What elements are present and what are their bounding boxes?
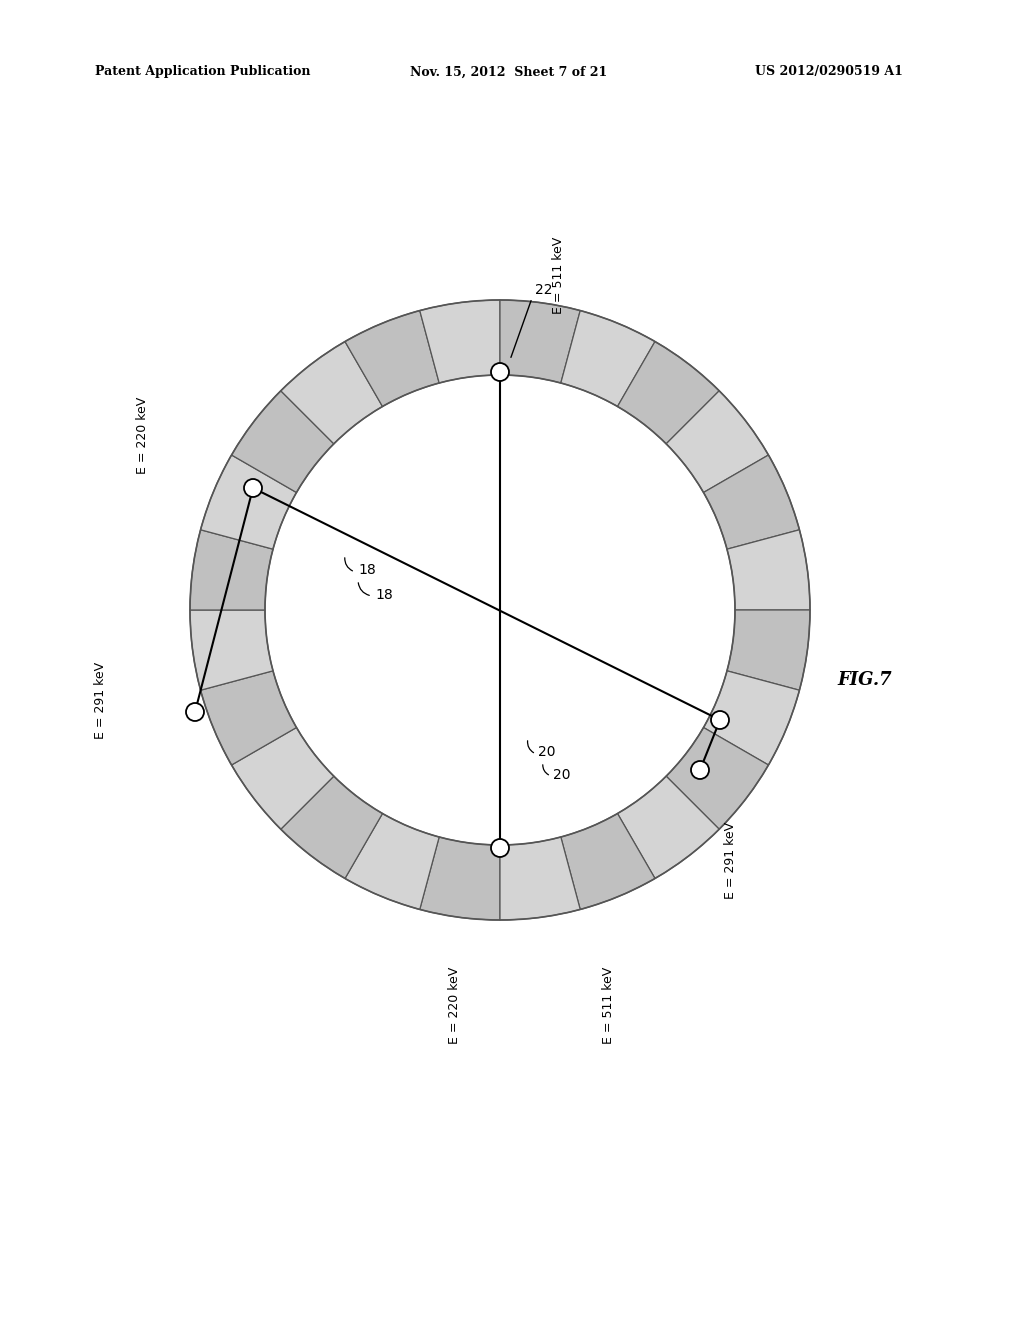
Wedge shape — [561, 310, 655, 407]
Circle shape — [490, 840, 509, 857]
Circle shape — [490, 363, 509, 381]
Text: 20: 20 — [538, 744, 555, 759]
Wedge shape — [703, 671, 800, 766]
Wedge shape — [617, 342, 719, 444]
Wedge shape — [727, 610, 810, 690]
Wedge shape — [420, 300, 500, 383]
Text: 18: 18 — [358, 564, 376, 577]
Wedge shape — [231, 391, 334, 492]
Wedge shape — [727, 529, 810, 610]
Circle shape — [711, 711, 729, 729]
Text: Nov. 15, 2012  Sheet 7 of 21: Nov. 15, 2012 Sheet 7 of 21 — [410, 66, 607, 78]
Wedge shape — [345, 813, 439, 909]
Circle shape — [244, 479, 262, 498]
Wedge shape — [190, 610, 273, 690]
Wedge shape — [500, 300, 581, 383]
Text: Patent Application Publication: Patent Application Publication — [95, 66, 310, 78]
Circle shape — [691, 762, 709, 779]
Wedge shape — [667, 727, 768, 829]
Wedge shape — [345, 310, 439, 407]
Text: US 2012/0290519 A1: US 2012/0290519 A1 — [755, 66, 903, 78]
Text: E = 511 keV: E = 511 keV — [601, 966, 614, 1044]
Text: E = 511 keV: E = 511 keV — [552, 236, 564, 314]
Wedge shape — [231, 727, 334, 829]
Wedge shape — [561, 813, 655, 909]
Wedge shape — [190, 529, 273, 610]
Wedge shape — [201, 455, 297, 549]
Wedge shape — [500, 837, 581, 920]
Wedge shape — [703, 455, 800, 549]
Wedge shape — [281, 342, 383, 444]
Text: E = 220 keV: E = 220 keV — [136, 396, 150, 474]
Text: 22: 22 — [535, 282, 553, 297]
Text: E = 291 keV: E = 291 keV — [93, 661, 106, 739]
Wedge shape — [617, 776, 719, 879]
Text: FIG.7: FIG.7 — [838, 671, 892, 689]
Wedge shape — [420, 837, 500, 920]
Wedge shape — [667, 391, 768, 492]
Circle shape — [186, 704, 204, 721]
Wedge shape — [281, 776, 383, 879]
Wedge shape — [201, 671, 297, 766]
Text: 20: 20 — [553, 768, 570, 781]
Text: 18: 18 — [375, 587, 393, 602]
Text: E = 220 keV: E = 220 keV — [449, 966, 462, 1044]
Text: E = 291 keV: E = 291 keV — [724, 821, 736, 899]
